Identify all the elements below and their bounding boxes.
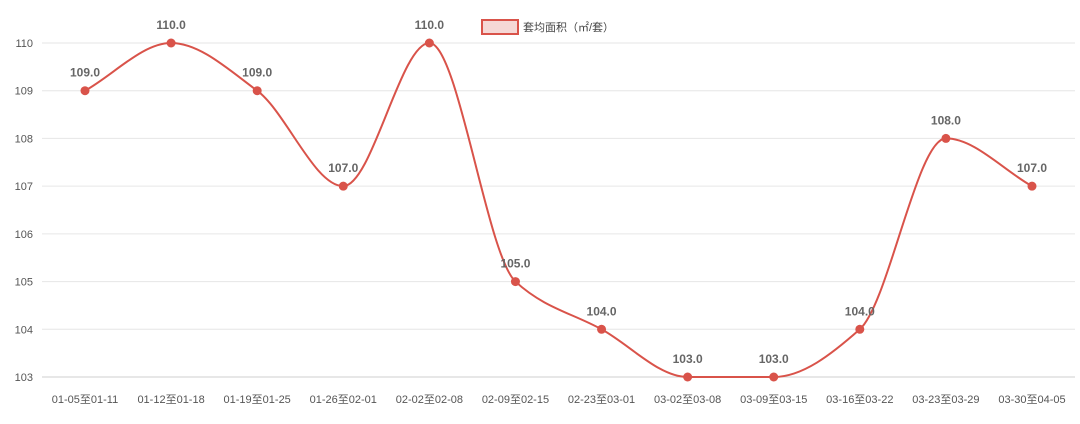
data-label: 109.0 — [70, 66, 100, 80]
y-tick-label: 103 — [15, 372, 33, 384]
data-point[interactable] — [597, 324, 607, 334]
y-tick-label: 110 — [15, 38, 33, 50]
x-tick-label: 01-19至01-25 — [224, 394, 291, 406]
data-point[interactable] — [338, 181, 348, 191]
data-points — [80, 38, 1037, 382]
x-tick-label: 02-09至02-15 — [482, 394, 549, 406]
data-label: 107.0 — [328, 161, 358, 175]
gridlines — [42, 42, 1075, 330]
data-label: 104.0 — [845, 304, 875, 318]
y-tick-label: 104 — [15, 324, 33, 336]
data-label: 110.0 — [156, 18, 186, 32]
x-axis-ticks: 01-05至01-11 01-12至01-18 01-19至01-25 01-26至0… — [52, 394, 1066, 406]
data-point[interactable] — [941, 133, 951, 143]
y-tick-label: 108 — [15, 133, 33, 145]
y-axis-ticks: 103 104 105 106 107 108 109 110 — [15, 38, 33, 384]
data-label: 110.0 — [415, 18, 445, 32]
data-label: 103.0 — [759, 352, 789, 366]
x-tick-label: 03-23至03-29 — [912, 394, 979, 406]
data-point[interactable] — [424, 38, 434, 48]
data-label: 107.0 — [1017, 161, 1047, 175]
series-line — [84, 41, 1033, 379]
x-tick-label: 01-05至01-11 — [52, 394, 118, 406]
y-tick-label: 106 — [15, 229, 33, 241]
data-point[interactable] — [1027, 181, 1037, 191]
data-label: 104.0 — [587, 304, 617, 318]
data-label: 108.0 — [931, 113, 961, 127]
data-point[interactable] — [252, 86, 262, 96]
y-tick-label: 105 — [15, 277, 33, 289]
x-tick-label: 03-09至03-15 — [740, 394, 807, 406]
x-tick-label: 03-02至03-08 — [654, 394, 721, 406]
x-tick-label: 02-02至02-08 — [396, 394, 463, 406]
x-tick-label: 03-16至03-22 — [826, 394, 893, 406]
data-label: 109.0 — [242, 66, 272, 80]
legend-swatch[interactable] — [481, 19, 519, 35]
data-point[interactable] — [510, 277, 520, 287]
data-label: 105.0 — [500, 257, 530, 271]
data-point[interactable] — [166, 38, 176, 48]
y-tick-label: 107 — [15, 181, 33, 193]
x-tick-label: 03-30至04-05 — [998, 394, 1065, 406]
data-point[interactable] — [855, 324, 865, 334]
legend[interactable]: 套均面积（㎡/套） — [481, 19, 614, 35]
data-point[interactable] — [80, 86, 90, 96]
data-labels: 109.0 110.0 109.0 107.0 110.0 105.0 104.0 103.0… — [70, 18, 1047, 366]
data-point[interactable] — [769, 372, 779, 382]
legend-label[interactable]: 套均面积（㎡/套） — [523, 21, 614, 34]
y-tick-label: 109 — [15, 86, 33, 98]
data-point[interactable] — [683, 372, 693, 382]
x-tick-label: 01-12至01-18 — [137, 394, 204, 406]
data-label: 103.0 — [673, 352, 703, 366]
x-tick-label: 02-23至03-01 — [568, 394, 635, 406]
x-tick-label: 01-26至02-01 — [310, 394, 377, 406]
